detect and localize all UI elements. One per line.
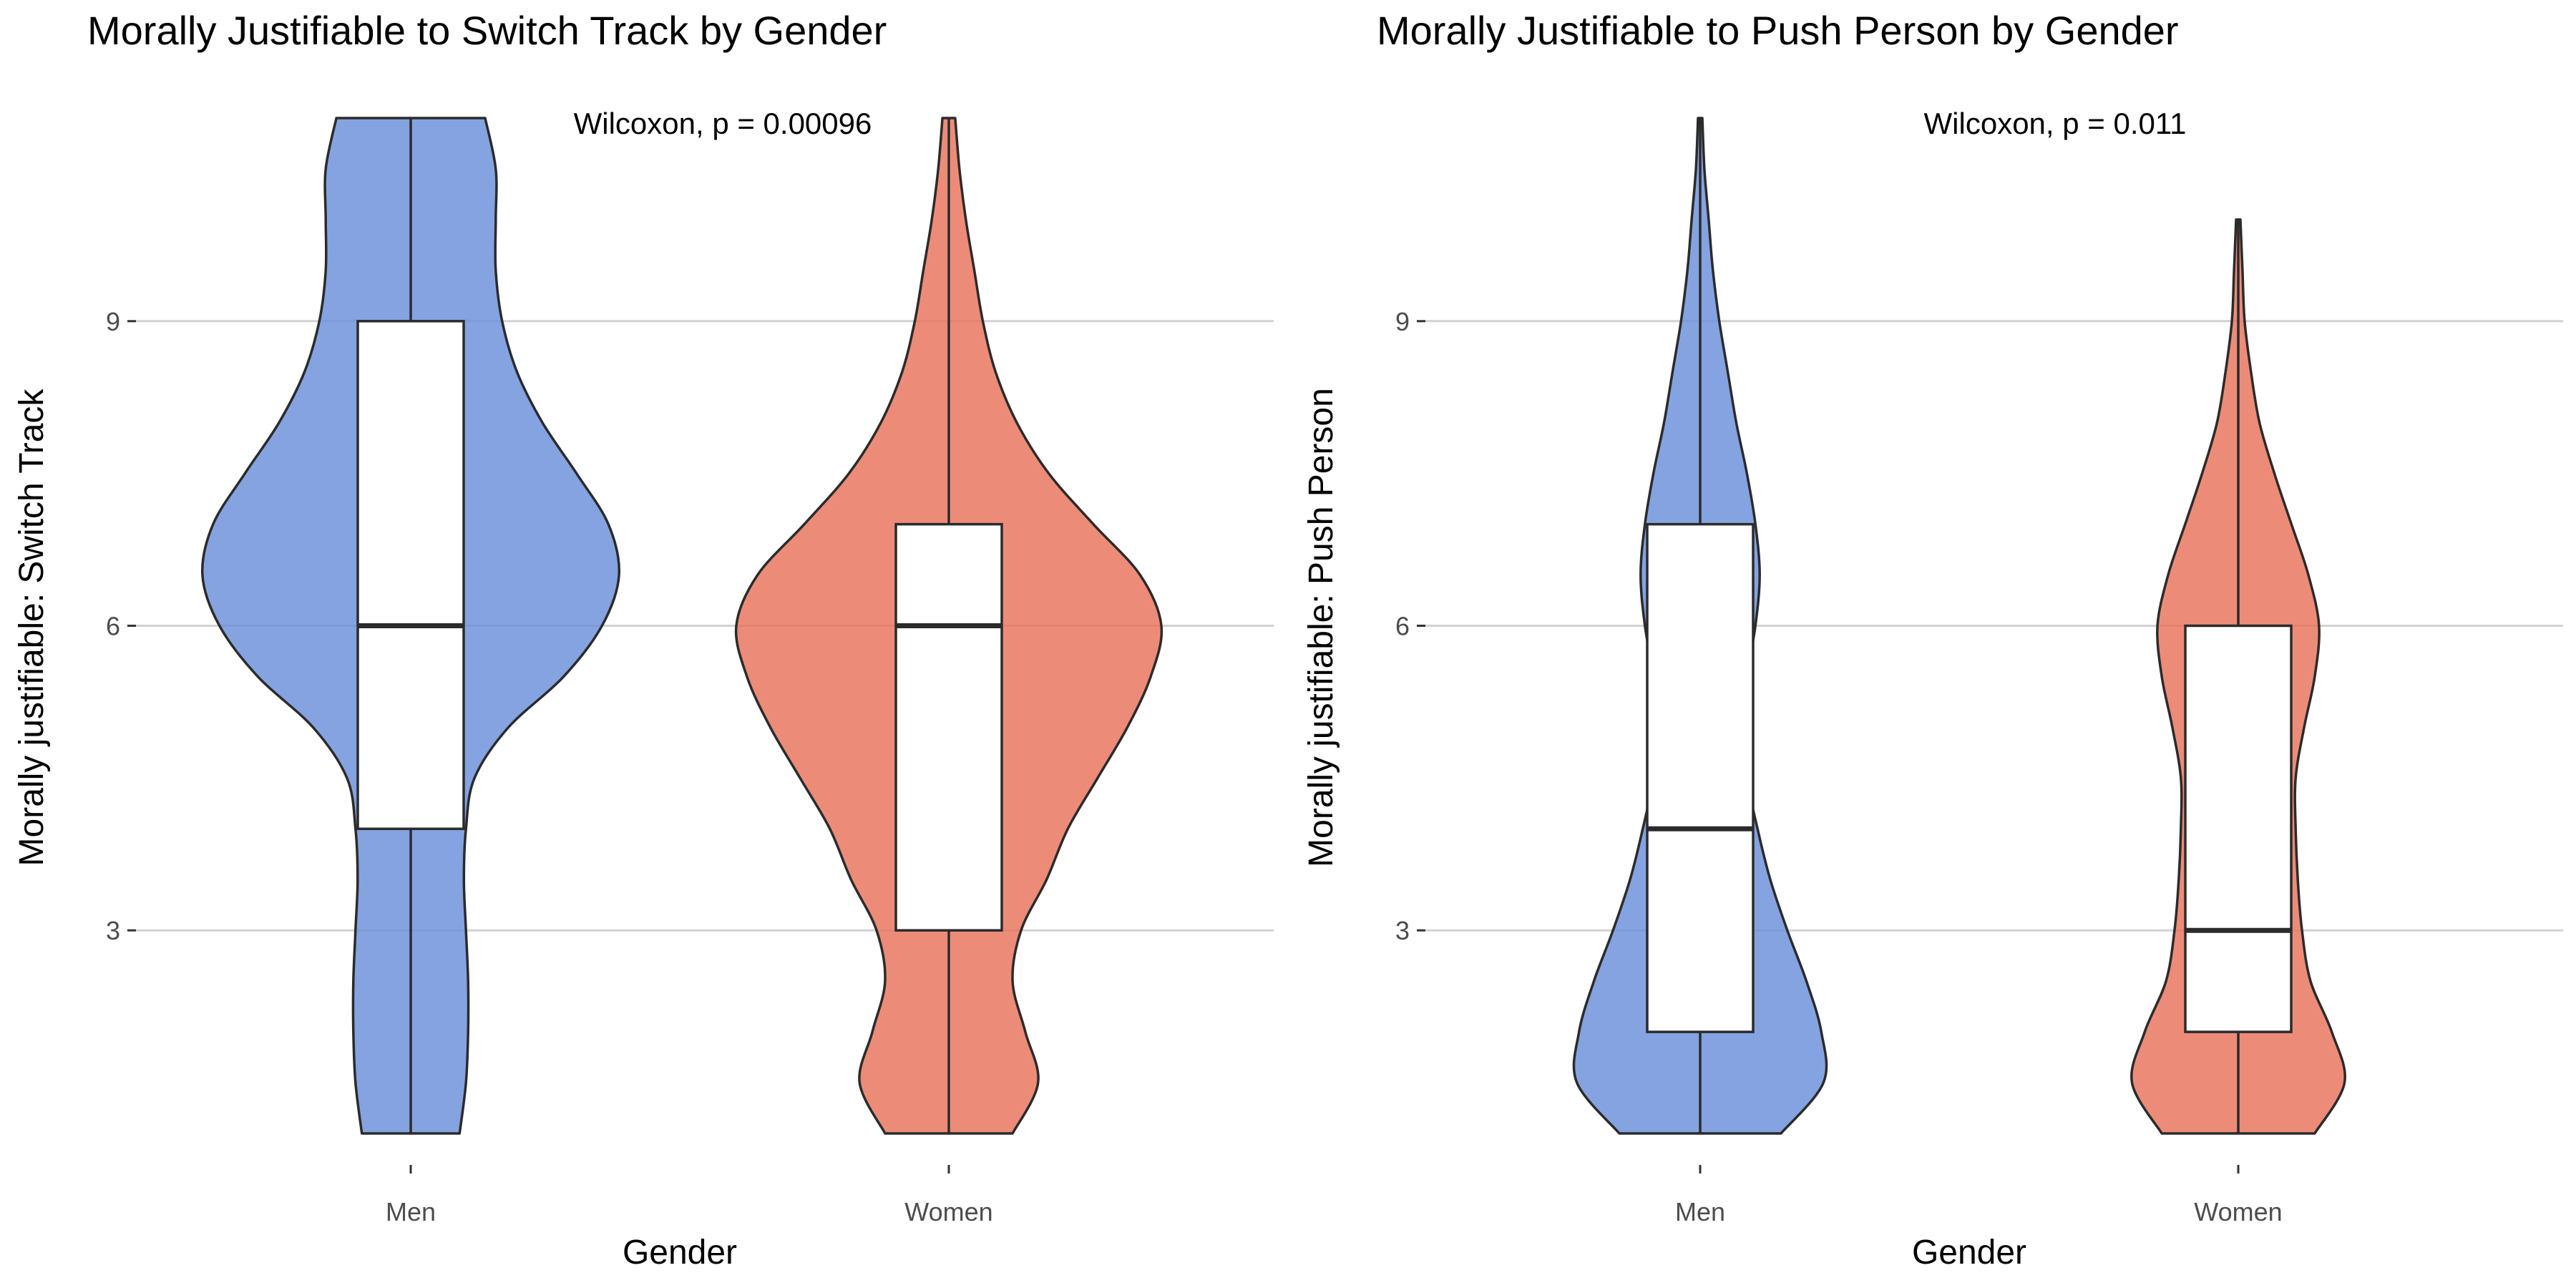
x-tick-label-men: Men [1675, 1197, 1725, 1226]
box-women [894, 522, 1003, 932]
x-tick-label-women: Women [904, 1197, 992, 1226]
y-axis-ticks: 3 6 9 [1395, 307, 1425, 945]
y-axis-ticks: 3 6 9 [106, 307, 136, 945]
y-tick-label-3: 3 [1395, 916, 1410, 945]
box-men [1646, 522, 1755, 1033]
y-axis-title: Morally justifiable: Push Person [1302, 388, 1340, 867]
x-axis-title: Gender [1912, 1234, 2026, 1272]
y-axis-title: Morally justifiable: Switch Track [13, 389, 51, 867]
stat-annotation: Wilcoxon, p = 0.00096 [574, 107, 872, 140]
y-tick-label-6: 6 [106, 612, 120, 641]
box-men [356, 320, 465, 831]
grid-lines [1425, 320, 2563, 932]
x-axis-title: Gender [623, 1234, 737, 1272]
push-person-panel: Morally Justifiable to Push Person by Ge… [1302, 8, 2563, 1272]
x-axis-ticks: Men Women [1675, 1165, 2283, 1226]
x-axis-ticks: Men Women [386, 1165, 993, 1226]
boxplots [1646, 118, 2293, 1133]
boxplots [356, 118, 1003, 1133]
y-tick-label-9: 9 [1395, 307, 1410, 336]
chart-title: Morally Justifiable to Push Person by Ge… [1377, 8, 2179, 53]
chart-title: Morally Justifiable to Switch Track by G… [87, 8, 887, 53]
y-tick-label-9: 9 [106, 307, 120, 336]
x-tick-label-women: Women [2194, 1197, 2282, 1226]
switch-track-panel: Morally Justifiable to Switch Track by G… [13, 8, 1274, 1272]
stat-annotation: Wilcoxon, p = 0.011 [1924, 107, 2187, 140]
x-tick-label-men: Men [386, 1197, 436, 1226]
y-tick-label-6: 6 [1395, 612, 1410, 641]
y-tick-label-3: 3 [106, 916, 120, 945]
box-women [2184, 624, 2293, 1033]
